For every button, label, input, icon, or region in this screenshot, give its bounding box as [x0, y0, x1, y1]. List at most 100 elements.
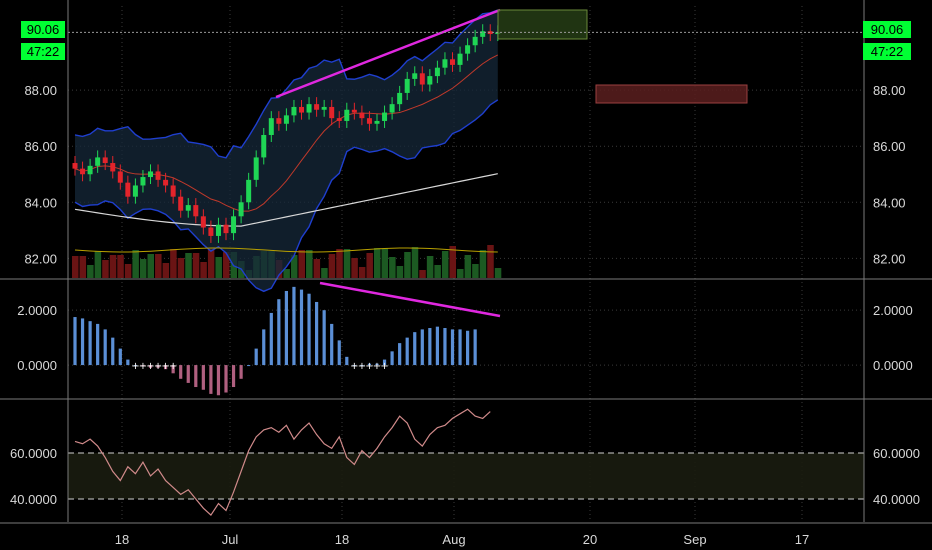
volume-bar: [389, 257, 396, 278]
macd-bar: [450, 329, 455, 366]
candle: [314, 104, 320, 110]
candle: [102, 157, 108, 164]
zero-cross-marker: +: [131, 361, 139, 372]
candle: [344, 109, 350, 121]
volume-bar: [411, 247, 419, 278]
volume-bar: [404, 252, 411, 278]
volume-bar: [298, 250, 305, 278]
volume-bar: [306, 250, 313, 278]
volume-bar: [117, 255, 124, 278]
macd-bar: [352, 365, 356, 367]
candle: [404, 78, 410, 93]
macd-bar: [111, 337, 115, 366]
candle: [434, 67, 440, 77]
x-tick-label: Jul: [222, 532, 239, 547]
volume-bar: [321, 268, 328, 278]
macd-bar: [88, 321, 92, 366]
macd-bar: [186, 365, 190, 383]
price-panel[interactable]: [68, 8, 864, 293]
volume-bar: [79, 256, 87, 278]
price-tick-label-left: 86.00: [24, 139, 57, 154]
candle: [261, 134, 267, 158]
countdown-tag-left-bg: [21, 43, 65, 60]
macd-bar: [224, 365, 228, 393]
bollinger-upper-line: [74, 9, 499, 159]
macd-bar: [435, 326, 439, 366]
panel-frame: [0, 0, 932, 524]
macd-bar: [171, 365, 175, 374]
rsi-tick-label-left: 40.0000: [10, 492, 57, 507]
volume-bar: [351, 258, 358, 278]
volume-bar: [155, 254, 162, 278]
candle: [291, 106, 297, 116]
volume-bar: [464, 255, 472, 278]
volume-bar: [87, 265, 94, 278]
candle: [95, 157, 101, 166]
macd-bar: [405, 337, 409, 366]
volume-bar: [419, 270, 426, 278]
candle: [336, 118, 342, 121]
macd-panel[interactable]: + + + + + + + + + + +: [73, 281, 501, 396]
zero-cross-marker: +: [139, 361, 147, 372]
macd-bar: [179, 365, 183, 379]
volume-bar: [170, 249, 177, 278]
candle: [246, 179, 252, 203]
macd-bar: [156, 365, 160, 368]
volume-bar: [124, 264, 132, 278]
price-tick-label-right: 84.00: [873, 195, 906, 210]
macd-bar: [375, 363, 379, 366]
candle: [465, 45, 471, 54]
volume-bar: [215, 257, 222, 278]
rsi-panel[interactable]: [68, 408, 864, 517]
last-price-tag-left-bg: [21, 21, 65, 38]
volume-bar: [449, 246, 456, 278]
candle: [450, 59, 455, 65]
candle: [366, 118, 372, 124]
price-tick-label-left: 88.00: [24, 83, 57, 98]
volume-bar: [162, 263, 170, 278]
candle: [306, 104, 312, 113]
macd-tick-label-right: 2.0000: [873, 303, 913, 318]
candle: [276, 118, 282, 124]
volume-bar: [177, 258, 185, 278]
candle: [155, 171, 161, 180]
volume-bar: [472, 264, 479, 278]
volume-bar: [457, 269, 464, 278]
macd-bar: [284, 290, 288, 366]
x-tick-label: 17: [795, 532, 809, 547]
macd-bar: [443, 328, 447, 366]
macd-bar: [307, 293, 311, 366]
volume-bar: [139, 259, 147, 278]
macd-bar: [413, 332, 417, 366]
candle: [200, 216, 206, 228]
macd-bar: [292, 286, 296, 366]
trendline-macd: [319, 281, 501, 318]
macd-bar: [80, 318, 85, 366]
candle: [185, 205, 191, 211]
candle: [442, 59, 448, 68]
macd-bar: [231, 365, 236, 388]
zero-cross-marker: +: [365, 361, 373, 372]
candle: [268, 118, 274, 135]
zero-cross-marker: +: [350, 361, 358, 372]
candle: [110, 163, 116, 172]
candle: [80, 168, 86, 175]
volume-bar: [94, 251, 102, 278]
macd-bar: [73, 317, 77, 366]
long-moving-average-line: [74, 173, 498, 227]
volume-average-line: [74, 247, 498, 253]
macd-bar: [141, 365, 145, 367]
candle: [351, 109, 357, 113]
macd-bar: [299, 289, 304, 366]
price-tick-label-left: 84.00: [24, 195, 57, 210]
candle: [329, 106, 335, 119]
volume-bar: [494, 268, 502, 278]
macd-bar: [96, 323, 100, 366]
volume-bar: [102, 260, 109, 278]
volume-bar: [72, 256, 79, 278]
macd-bar: [367, 363, 372, 366]
candle: [472, 36, 478, 46]
candle: [382, 112, 388, 121]
price-tick-label-left: 82.00: [24, 251, 57, 266]
